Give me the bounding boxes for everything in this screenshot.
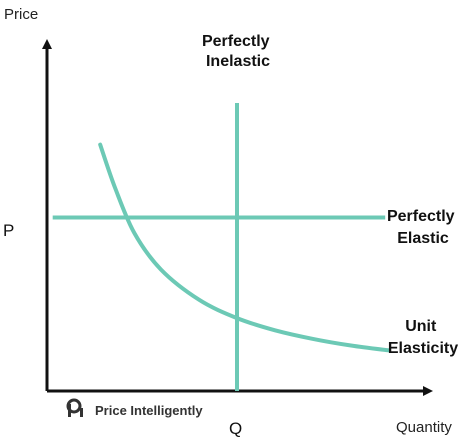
- label-unit-elasticity: Unit Elasticity: [388, 318, 458, 357]
- y-axis-title: Price: [4, 6, 38, 23]
- series-line-unit-elasticity: [98, 142, 391, 353]
- brand-name: Price Intelligently: [95, 403, 203, 418]
- pi-logo-icon: [66, 398, 83, 417]
- y-tick-label-p: P: [3, 221, 14, 240]
- x-axis-title: Quantity: [396, 419, 452, 436]
- label-perfectly-inelastic-line-1: Perfectly: [202, 33, 270, 50]
- label-unit-elasticity-line-1: Unit: [405, 318, 437, 335]
- label-perfectly-inelastic-line-2: Inelastic: [206, 53, 270, 70]
- brand-logo: Price Intelligently: [66, 398, 203, 418]
- label-unit-elasticity-line-2: Elasticity: [388, 340, 458, 357]
- x-tick-label-q: Q: [229, 419, 242, 438]
- label-perfectly-elastic-line-2: Elastic: [397, 230, 449, 247]
- label-perfectly-elastic: Perfectly Elastic: [387, 208, 459, 247]
- label-perfectly-inelastic: Perfectly Inelastic: [202, 33, 274, 70]
- label-perfectly-elastic-line-1: Perfectly: [387, 208, 455, 225]
